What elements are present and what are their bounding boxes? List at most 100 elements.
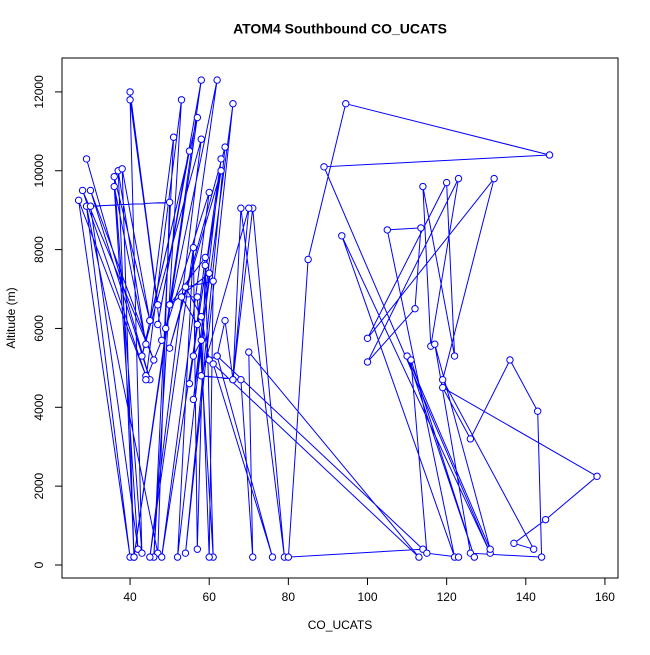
data-point — [419, 182, 427, 191]
data-point — [510, 539, 518, 548]
data-point — [197, 372, 205, 380]
data-point — [237, 204, 245, 212]
y-tick-label: 8000 — [32, 236, 46, 263]
data-point — [142, 375, 150, 384]
y-tick-label: 2000 — [32, 472, 46, 499]
data-point — [201, 253, 209, 262]
data-point — [205, 269, 213, 277]
data-point — [110, 172, 118, 181]
data-point — [138, 352, 146, 360]
data-point — [130, 553, 138, 561]
data-point — [268, 553, 277, 561]
y-axis-label: Altitude (m) — [4, 287, 18, 348]
data-point — [541, 515, 550, 524]
data-point — [138, 549, 146, 557]
y-tick-label: 0 — [32, 561, 46, 568]
data-point — [438, 383, 447, 392]
data-point — [450, 352, 459, 360]
data-point — [593, 472, 601, 480]
data-point — [86, 186, 95, 195]
data-point — [165, 301, 174, 309]
data-point — [193, 293, 202, 301]
data-line — [78, 79, 598, 558]
data-point — [221, 316, 229, 325]
data-point — [454, 174, 463, 183]
data-point — [197, 135, 205, 143]
x-tick-label: 160 — [595, 590, 615, 604]
data-point — [545, 151, 554, 159]
chart-title: ATOM4 Southbound CO_UCATS — [233, 21, 447, 37]
data-point — [442, 178, 451, 187]
data-point — [245, 204, 253, 212]
data-point — [142, 340, 150, 348]
x-tick-label: 120 — [437, 590, 457, 604]
data-point — [110, 182, 118, 191]
data-point — [342, 100, 350, 108]
data-point — [205, 188, 213, 197]
data-point — [245, 348, 253, 356]
data-point — [411, 305, 419, 313]
y-tick-label: 12000 — [32, 75, 46, 109]
data-point — [169, 133, 178, 141]
data-point — [197, 312, 205, 321]
data-point — [189, 243, 198, 252]
data-point — [363, 334, 372, 343]
data-point — [154, 320, 162, 329]
data-point — [417, 224, 425, 232]
data-point — [506, 356, 514, 364]
data-point — [407, 356, 415, 364]
data-point — [189, 352, 198, 360]
data-point — [165, 344, 174, 352]
data-point — [158, 553, 166, 561]
data-point — [221, 143, 229, 151]
data-point — [177, 96, 186, 104]
data-point — [118, 165, 126, 173]
data-point — [209, 360, 217, 368]
data-point — [165, 198, 174, 206]
data-point — [415, 553, 423, 561]
data-point — [466, 435, 475, 443]
data-point — [213, 76, 221, 84]
data-point — [338, 232, 346, 240]
data-point — [146, 316, 154, 325]
data-point — [126, 96, 134, 104]
data-point — [193, 113, 202, 122]
x-tick-label: 60 — [203, 590, 217, 604]
data-point — [158, 336, 166, 344]
x-tick-label: 100 — [357, 590, 377, 604]
data-point — [146, 553, 154, 561]
data-point — [490, 174, 498, 183]
data-point — [177, 293, 186, 301]
data-point — [209, 277, 217, 285]
x-tick-label: 140 — [516, 590, 536, 604]
data-point — [249, 553, 257, 561]
data-point — [217, 155, 225, 163]
data-point — [217, 167, 225, 175]
data-point — [173, 553, 182, 561]
data-point — [304, 255, 312, 264]
data-point — [193, 320, 202, 329]
data-point — [126, 88, 134, 96]
data-point — [154, 301, 162, 309]
data-point — [197, 76, 205, 84]
data-point — [530, 545, 538, 553]
data-point — [537, 553, 546, 561]
data-point — [181, 549, 190, 557]
data-point — [82, 155, 91, 163]
data-point — [150, 356, 158, 364]
y-tick-label: 6000 — [32, 315, 46, 342]
data-point — [201, 261, 209, 270]
data-point — [486, 545, 494, 553]
data-point — [320, 163, 328, 171]
data-point — [438, 375, 447, 384]
data-point — [431, 340, 439, 348]
data-point — [185, 147, 194, 155]
data-point — [284, 553, 293, 561]
x-axis-label: CO_UCATS — [308, 618, 372, 632]
data-point — [181, 283, 190, 291]
y-tick-label: 10000 — [32, 154, 46, 188]
data-point — [383, 226, 391, 234]
data-point — [229, 375, 237, 384]
data-point — [205, 553, 213, 561]
